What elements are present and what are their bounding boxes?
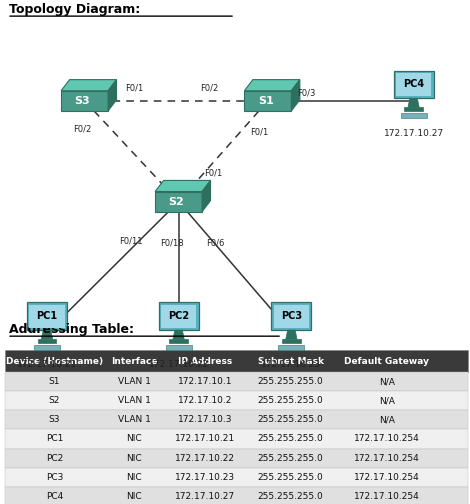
Text: NIC: NIC <box>126 473 142 482</box>
Text: PC2: PC2 <box>168 311 189 321</box>
Text: 172.17.10.1: 172.17.10.1 <box>178 377 232 386</box>
Text: F0/6: F0/6 <box>206 238 224 247</box>
Text: S3: S3 <box>75 96 90 106</box>
Text: 172.17.10.21: 172.17.10.21 <box>17 360 77 369</box>
FancyBboxPatch shape <box>161 305 196 328</box>
Polygon shape <box>61 80 117 91</box>
Text: NIC: NIC <box>126 434 142 444</box>
Text: 172.17.10.2: 172.17.10.2 <box>178 396 232 405</box>
FancyBboxPatch shape <box>5 350 468 372</box>
Text: PC2: PC2 <box>46 454 63 463</box>
Text: 172.17.10.27: 172.17.10.27 <box>384 129 444 138</box>
Text: Interface: Interface <box>111 357 157 365</box>
Text: PC1: PC1 <box>37 311 57 321</box>
Text: S1: S1 <box>49 377 60 386</box>
FancyBboxPatch shape <box>5 372 468 391</box>
FancyBboxPatch shape <box>159 302 199 330</box>
Text: PC4: PC4 <box>46 492 63 501</box>
FancyBboxPatch shape <box>5 429 468 449</box>
Text: N/A: N/A <box>379 415 395 424</box>
FancyBboxPatch shape <box>278 345 305 350</box>
Polygon shape <box>244 80 300 91</box>
Text: Topology Diagram:: Topology Diagram: <box>9 3 141 16</box>
Text: 255.255.255.0: 255.255.255.0 <box>258 377 323 386</box>
Text: Device (Hostname): Device (Hostname) <box>6 357 103 365</box>
Text: 172.17.10.254: 172.17.10.254 <box>354 492 420 501</box>
FancyBboxPatch shape <box>5 449 468 468</box>
Text: S3: S3 <box>49 415 60 424</box>
FancyBboxPatch shape <box>34 345 60 350</box>
Polygon shape <box>108 80 117 111</box>
Polygon shape <box>41 330 53 339</box>
FancyBboxPatch shape <box>27 302 67 330</box>
Text: IP Address: IP Address <box>178 357 232 365</box>
Text: 172.17.10.21: 172.17.10.21 <box>175 434 235 444</box>
Text: 255.255.255.0: 255.255.255.0 <box>258 454 323 463</box>
FancyBboxPatch shape <box>394 71 433 98</box>
Polygon shape <box>61 91 108 111</box>
Text: 172.17.10.22: 172.17.10.22 <box>175 454 235 463</box>
Text: S1: S1 <box>258 96 274 106</box>
FancyBboxPatch shape <box>400 113 427 118</box>
Text: N/A: N/A <box>379 396 395 405</box>
FancyBboxPatch shape <box>5 391 468 410</box>
Text: F0/1: F0/1 <box>204 169 223 178</box>
FancyBboxPatch shape <box>282 339 301 343</box>
FancyBboxPatch shape <box>5 487 468 504</box>
Text: 172.17.10.3: 172.17.10.3 <box>178 415 232 424</box>
FancyBboxPatch shape <box>29 305 65 328</box>
Text: 255.255.255.0: 255.255.255.0 <box>258 492 323 501</box>
Text: 255.255.255.0: 255.255.255.0 <box>258 396 323 405</box>
Text: F0/1: F0/1 <box>250 127 268 136</box>
Text: 172.17.10.23: 172.17.10.23 <box>175 473 235 482</box>
FancyBboxPatch shape <box>165 345 192 350</box>
FancyBboxPatch shape <box>5 468 468 487</box>
Text: F0/18: F0/18 <box>160 238 183 247</box>
Polygon shape <box>202 180 211 212</box>
Text: Default Gateway: Default Gateway <box>344 357 429 365</box>
Text: F0/2: F0/2 <box>200 84 218 93</box>
FancyBboxPatch shape <box>169 339 188 343</box>
Text: Addressing Table:: Addressing Table: <box>9 323 134 336</box>
Text: 172.17.10.254: 172.17.10.254 <box>354 434 420 444</box>
Text: F0/11: F0/11 <box>119 236 142 245</box>
Text: 172.17.10.254: 172.17.10.254 <box>354 454 420 463</box>
Text: PC4: PC4 <box>403 80 424 89</box>
Text: 172.17.10.22: 172.17.10.22 <box>149 360 209 369</box>
Text: 255.255.255.0: 255.255.255.0 <box>258 473 323 482</box>
Text: 255.255.255.0: 255.255.255.0 <box>258 415 323 424</box>
FancyBboxPatch shape <box>272 302 311 330</box>
Text: F0/2: F0/2 <box>74 124 92 134</box>
Text: PC1: PC1 <box>46 434 63 444</box>
Text: F0/3: F0/3 <box>297 89 316 98</box>
FancyBboxPatch shape <box>38 339 56 343</box>
Text: 172.17.10.27: 172.17.10.27 <box>175 492 235 501</box>
Text: NIC: NIC <box>126 492 142 501</box>
Polygon shape <box>155 180 211 192</box>
Text: 172.17.10.23: 172.17.10.23 <box>261 360 321 369</box>
Text: N/A: N/A <box>379 377 395 386</box>
Polygon shape <box>291 80 300 111</box>
Polygon shape <box>286 330 297 339</box>
Text: S2: S2 <box>169 197 184 207</box>
Text: PC3: PC3 <box>281 311 302 321</box>
Polygon shape <box>244 91 291 111</box>
Text: F0/1: F0/1 <box>125 84 143 93</box>
Text: NIC: NIC <box>126 454 142 463</box>
Text: Subnet Mask: Subnet Mask <box>258 357 323 365</box>
Polygon shape <box>173 330 184 339</box>
FancyBboxPatch shape <box>404 107 423 111</box>
Polygon shape <box>155 192 202 212</box>
Text: PC3: PC3 <box>46 473 63 482</box>
Text: VLAN 1: VLAN 1 <box>118 396 151 405</box>
Text: VLAN 1: VLAN 1 <box>118 415 151 424</box>
Text: 172.17.10.254: 172.17.10.254 <box>354 473 420 482</box>
Text: 255.255.255.0: 255.255.255.0 <box>258 434 323 444</box>
FancyBboxPatch shape <box>396 73 431 96</box>
Text: S2: S2 <box>49 396 60 405</box>
Polygon shape <box>408 98 419 107</box>
FancyBboxPatch shape <box>274 305 309 328</box>
FancyBboxPatch shape <box>5 410 468 429</box>
Text: VLAN 1: VLAN 1 <box>118 377 151 386</box>
